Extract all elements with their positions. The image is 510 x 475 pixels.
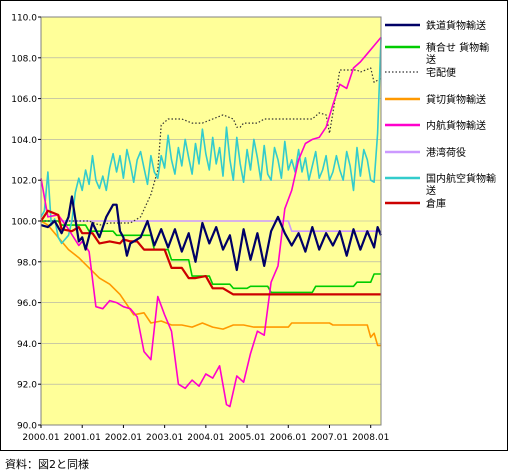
x-tick-label: 2001.01 <box>64 433 101 443</box>
legend-label: 鉄道貨物輸送 <box>426 19 486 32</box>
legend-label-line: 国内航空貨物輸 <box>426 172 496 185</box>
legend-label: 国内航空貨物輸送 <box>426 172 496 197</box>
legend-label: 宅配便 <box>426 66 456 79</box>
y-tick-label: 110.0 <box>11 14 37 24</box>
y-tick-label: 96.0 <box>17 299 37 309</box>
legend-label: 貸切貨物輸送 <box>426 93 486 106</box>
series-line <box>40 36 382 408</box>
x-tick-label: 2003.01 <box>146 433 183 443</box>
legend-label-line: 積合せ 貨物輸 <box>426 41 489 54</box>
x-tick-label: 2004.01 <box>187 433 224 443</box>
series-line <box>40 195 383 272</box>
x-tick-label: 2007.01 <box>311 433 348 443</box>
y-tick-label: 106.0 <box>11 95 37 105</box>
y-tick-label: 92.0 <box>17 381 37 391</box>
y-tick-label: 98.0 <box>17 258 37 268</box>
y-tick-label: 108.0 <box>11 54 37 64</box>
source-note: 資料：図2と同様 <box>5 458 89 471</box>
series-line <box>40 37 382 245</box>
series-line <box>41 220 381 232</box>
chart: 90.0 92.0 94.0 96.0 98.0 100.0 102.0 104.0 106.0… <box>11 14 496 444</box>
x-tick-label: 2008.01 <box>352 433 389 443</box>
y-tick-label: 94.0 <box>17 340 37 350</box>
legend-label: 内航貨物輸送 <box>426 119 486 132</box>
legend-label: 倉庫 <box>426 197 446 210</box>
series-lines <box>40 36 383 408</box>
y-tick-label: 104.0 <box>11 136 37 146</box>
series-line <box>41 67 382 226</box>
y-axis: 90.0 92.0 94.0 96.0 98.0 100.0 102.0 104.0 106.0… <box>11 14 41 432</box>
series-line <box>40 220 381 347</box>
y-tick-label: 90.0 <box>17 422 37 432</box>
x-tick-label: 2006.01 <box>270 433 307 443</box>
x-axis: 2000.01 2001.01 2002.01 2003.01 2004.01 2005.… <box>22 425 389 443</box>
x-tick-label: 2000.01 <box>22 433 59 443</box>
legend-label-line: 送 <box>426 53 436 66</box>
x-tick-label: 2002.01 <box>105 433 142 443</box>
y-tick-label: 100.0 <box>11 218 37 228</box>
x-tick-label: 2005.01 <box>228 433 265 443</box>
y-tick-label: 102.0 <box>11 177 37 187</box>
legend-label-line: 送 <box>426 184 436 197</box>
legend-label: 港湾荷役 <box>426 146 466 159</box>
legend-label: 積合せ 貨物輸送 <box>426 41 489 66</box>
